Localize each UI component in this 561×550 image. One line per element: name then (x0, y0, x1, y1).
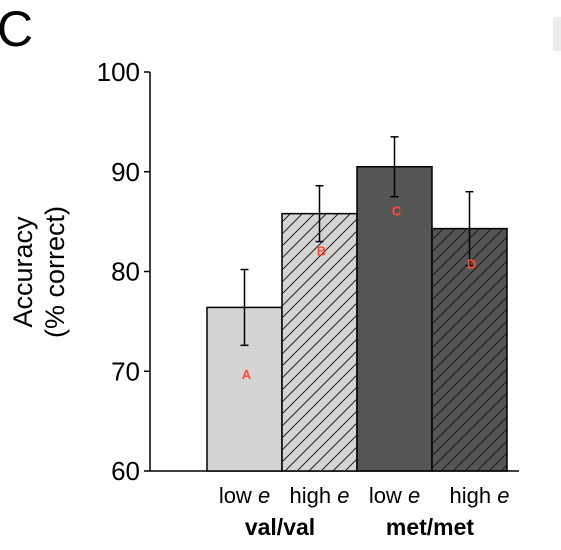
y-tick-label: 80 (111, 257, 140, 287)
bar-b (281, 212, 358, 472)
y-tick-label: 70 (111, 356, 140, 386)
panel-label: C (0, 1, 33, 57)
y-tick-label: 90 (111, 157, 140, 187)
bar-label: C (392, 203, 402, 218)
bar-label: A (242, 367, 252, 382)
x-tick-label: high e (450, 483, 510, 508)
bar-label: B (317, 244, 326, 259)
y-axis-label-line-2: (% correct) (40, 206, 70, 338)
bar-c (356, 166, 433, 472)
axes: 60 70 80 90 100 (97, 57, 519, 486)
x-tick-label: low e (369, 483, 420, 508)
y-axis-label: Accuracy (% correct) (8, 206, 70, 338)
error-bars (240, 136, 474, 347)
x-tick-label: low e (219, 483, 270, 508)
bar-labels: A B C D (242, 203, 476, 381)
x-tick-label: high e (290, 483, 350, 508)
group-label: met/met (386, 514, 475, 540)
adjacent-panel-fragment (553, 17, 561, 51)
bars (206, 166, 508, 472)
y-axis-label-line-1: Accuracy (8, 216, 38, 328)
y-tick-label: 100 (97, 57, 140, 87)
y-tick-label: 60 (111, 456, 140, 486)
group-label: val/val (245, 514, 315, 540)
x-axis-labels: low e high e low e high e val/val met/met (219, 483, 510, 540)
bar-label: D (467, 257, 476, 272)
